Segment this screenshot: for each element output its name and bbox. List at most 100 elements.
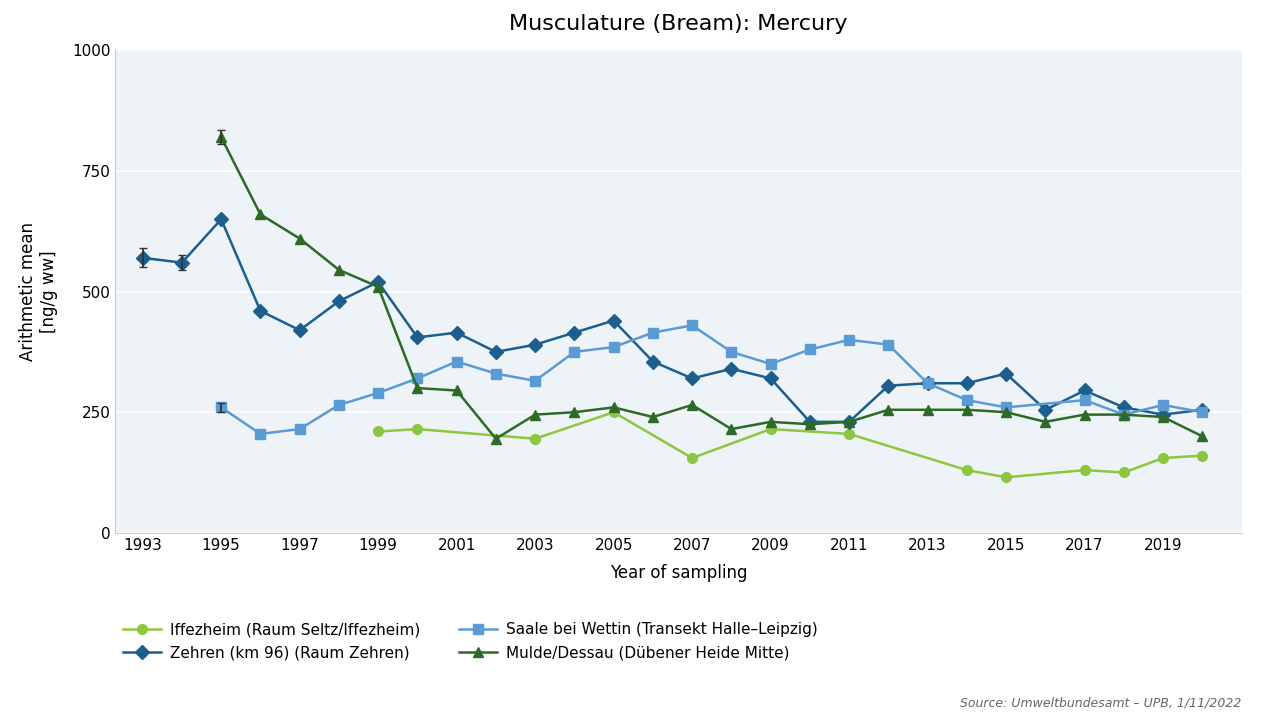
Zehren (km 96) (Raum Zehren) [645, 357, 660, 366]
Zehren (km 96) (Raum Zehren) [332, 297, 347, 305]
Saale bei Wettin (Transekt Halle–Leipzig) [803, 345, 818, 354]
Mulde/Dessau (Dübener Heide Mitte) [1076, 410, 1092, 419]
Mulde/Dessau (Dübener Heide Mitte) [723, 425, 739, 433]
Mulde/Dessau (Dübener Heide Mitte) [527, 410, 543, 419]
Zehren (km 96) (Raum Zehren) [803, 418, 818, 426]
Zehren (km 96) (Raum Zehren) [841, 418, 856, 426]
Y-axis label: Arithmetic mean
[ng/g ww]: Arithmetic mean [ng/g ww] [19, 222, 58, 361]
Zehren (km 96) (Raum Zehren) [370, 278, 385, 287]
Saale bei Wettin (Transekt Halle–Leipzig) [488, 369, 503, 378]
Mulde/Dessau (Dübener Heide Mitte) [803, 420, 818, 428]
Mulde/Dessau (Dübener Heide Mitte) [605, 403, 621, 412]
Mulde/Dessau (Dübener Heide Mitte) [1194, 432, 1210, 441]
Iffezheim (Raum Seltz/Iffezheim) [527, 434, 543, 443]
Zehren (km 96) (Raum Zehren) [763, 374, 778, 383]
Line: Mulde/Dessau (Dübener Heide Mitte): Mulde/Dessau (Dübener Heide Mitte) [216, 132, 1207, 444]
Line: Zehren (km 96) (Raum Zehren): Zehren (km 96) (Raum Zehren) [138, 215, 1207, 427]
Mulde/Dessau (Dübener Heide Mitte) [841, 418, 856, 426]
Zehren (km 96) (Raum Zehren) [134, 253, 150, 262]
Mulde/Dessau (Dübener Heide Mitte) [252, 210, 268, 219]
Saale bei Wettin (Transekt Halle–Leipzig) [410, 374, 425, 383]
Mulde/Dessau (Dübener Heide Mitte) [488, 434, 503, 443]
Saale bei Wettin (Transekt Halle–Leipzig) [685, 321, 700, 330]
Iffezheim (Raum Seltz/Iffezheim) [1194, 451, 1210, 460]
Saale bei Wettin (Transekt Halle–Leipzig) [252, 430, 268, 438]
Iffezheim (Raum Seltz/Iffezheim) [410, 425, 425, 433]
Zehren (km 96) (Raum Zehren) [1194, 405, 1210, 414]
Line: Iffezheim (Raum Seltz/Iffezheim): Iffezheim (Raum Seltz/Iffezheim) [374, 408, 1207, 482]
Mulde/Dessau (Dübener Heide Mitte) [920, 405, 936, 414]
Saale bei Wettin (Transekt Halle–Leipzig) [920, 379, 936, 387]
Zehren (km 96) (Raum Zehren) [174, 258, 189, 267]
Line: Saale bei Wettin (Transekt Halle–Leipzig): Saale bei Wettin (Transekt Halle–Leipzig… [216, 320, 1207, 438]
Iffezheim (Raum Seltz/Iffezheim) [605, 408, 621, 416]
Zehren (km 96) (Raum Zehren) [959, 379, 974, 387]
Saale bei Wettin (Transekt Halle–Leipzig) [998, 403, 1014, 412]
Saale bei Wettin (Transekt Halle–Leipzig) [332, 400, 347, 409]
Zehren (km 96) (Raum Zehren) [1156, 410, 1171, 419]
Mulde/Dessau (Dübener Heide Mitte) [1116, 410, 1132, 419]
Iffezheim (Raum Seltz/Iffezheim) [370, 427, 385, 436]
Zehren (km 96) (Raum Zehren) [605, 316, 621, 325]
Iffezheim (Raum Seltz/Iffezheim) [841, 430, 856, 438]
Saale bei Wettin (Transekt Halle–Leipzig) [605, 343, 621, 351]
Legend: Iffezheim (Raum Seltz/Iffezheim), Zehren (km 96) (Raum Zehren), Saale bei Wettin: Iffezheim (Raum Seltz/Iffezheim), Zehren… [123, 623, 818, 660]
Saale bei Wettin (Transekt Halle–Leipzig) [370, 389, 385, 397]
Zehren (km 96) (Raum Zehren) [1116, 403, 1132, 412]
Saale bei Wettin (Transekt Halle–Leipzig) [527, 377, 543, 385]
Zehren (km 96) (Raum Zehren) [920, 379, 936, 387]
Zehren (km 96) (Raum Zehren) [410, 333, 425, 342]
Mulde/Dessau (Dübener Heide Mitte) [959, 405, 974, 414]
Zehren (km 96) (Raum Zehren) [998, 369, 1014, 378]
Iffezheim (Raum Seltz/Iffezheim) [1076, 466, 1092, 474]
Zehren (km 96) (Raum Zehren) [723, 364, 739, 373]
Saale bei Wettin (Transekt Halle–Leipzig) [292, 425, 307, 433]
Zehren (km 96) (Raum Zehren) [292, 326, 307, 335]
Saale bei Wettin (Transekt Halle–Leipzig) [841, 336, 856, 344]
Mulde/Dessau (Dübener Heide Mitte) [292, 234, 307, 243]
Zehren (km 96) (Raum Zehren) [214, 215, 229, 223]
Mulde/Dessau (Dübener Heide Mitte) [370, 282, 385, 291]
Saale bei Wettin (Transekt Halle–Leipzig) [214, 403, 229, 412]
Saale bei Wettin (Transekt Halle–Leipzig) [1076, 396, 1092, 405]
Saale bei Wettin (Transekt Halle–Leipzig) [881, 341, 896, 349]
Saale bei Wettin (Transekt Halle–Leipzig) [1116, 410, 1132, 419]
Saale bei Wettin (Transekt Halle–Leipzig) [763, 359, 778, 368]
Zehren (km 96) (Raum Zehren) [1038, 405, 1053, 414]
Title: Musculature (Bream): Mercury: Musculature (Bream): Mercury [509, 14, 847, 34]
Zehren (km 96) (Raum Zehren) [567, 328, 582, 337]
Mulde/Dessau (Dübener Heide Mitte) [1156, 413, 1171, 421]
Saale bei Wettin (Transekt Halle–Leipzig) [567, 348, 582, 356]
Zehren (km 96) (Raum Zehren) [449, 328, 465, 337]
Mulde/Dessau (Dübener Heide Mitte) [645, 413, 660, 421]
Mulde/Dessau (Dübener Heide Mitte) [332, 266, 347, 274]
Iffezheim (Raum Seltz/Iffezheim) [959, 466, 974, 474]
Iffezheim (Raum Seltz/Iffezheim) [998, 473, 1014, 482]
Mulde/Dessau (Dübener Heide Mitte) [1038, 418, 1053, 426]
Mulde/Dessau (Dübener Heide Mitte) [881, 405, 896, 414]
Mulde/Dessau (Dübener Heide Mitte) [685, 400, 700, 409]
Iffezheim (Raum Seltz/Iffezheim) [685, 454, 700, 462]
Mulde/Dessau (Dübener Heide Mitte) [567, 408, 582, 416]
Zehren (km 96) (Raum Zehren) [1076, 386, 1092, 395]
Saale bei Wettin (Transekt Halle–Leipzig) [723, 348, 739, 356]
Iffezheim (Raum Seltz/Iffezheim) [763, 425, 778, 433]
Zehren (km 96) (Raum Zehren) [488, 348, 503, 356]
Mulde/Dessau (Dübener Heide Mitte) [763, 418, 778, 426]
Mulde/Dessau (Dübener Heide Mitte) [449, 386, 465, 395]
Mulde/Dessau (Dübener Heide Mitte) [998, 408, 1014, 416]
Saale bei Wettin (Transekt Halle–Leipzig) [1194, 408, 1210, 416]
Zehren (km 96) (Raum Zehren) [881, 382, 896, 390]
Saale bei Wettin (Transekt Halle–Leipzig) [959, 396, 974, 405]
Text: Source: Umweltbundesamt – UPB, 1/11/2022: Source: Umweltbundesamt – UPB, 1/11/2022 [960, 696, 1242, 709]
Zehren (km 96) (Raum Zehren) [527, 341, 543, 349]
Iffezheim (Raum Seltz/Iffezheim) [1116, 468, 1132, 477]
Zehren (km 96) (Raum Zehren) [685, 374, 700, 383]
X-axis label: Year of sampling: Year of sampling [609, 564, 748, 582]
Mulde/Dessau (Dübener Heide Mitte) [410, 384, 425, 392]
Iffezheim (Raum Seltz/Iffezheim) [1156, 454, 1171, 462]
Zehren (km 96) (Raum Zehren) [252, 307, 268, 315]
Saale bei Wettin (Transekt Halle–Leipzig) [449, 357, 465, 366]
Mulde/Dessau (Dübener Heide Mitte) [214, 133, 229, 142]
Saale bei Wettin (Transekt Halle–Leipzig) [645, 328, 660, 337]
